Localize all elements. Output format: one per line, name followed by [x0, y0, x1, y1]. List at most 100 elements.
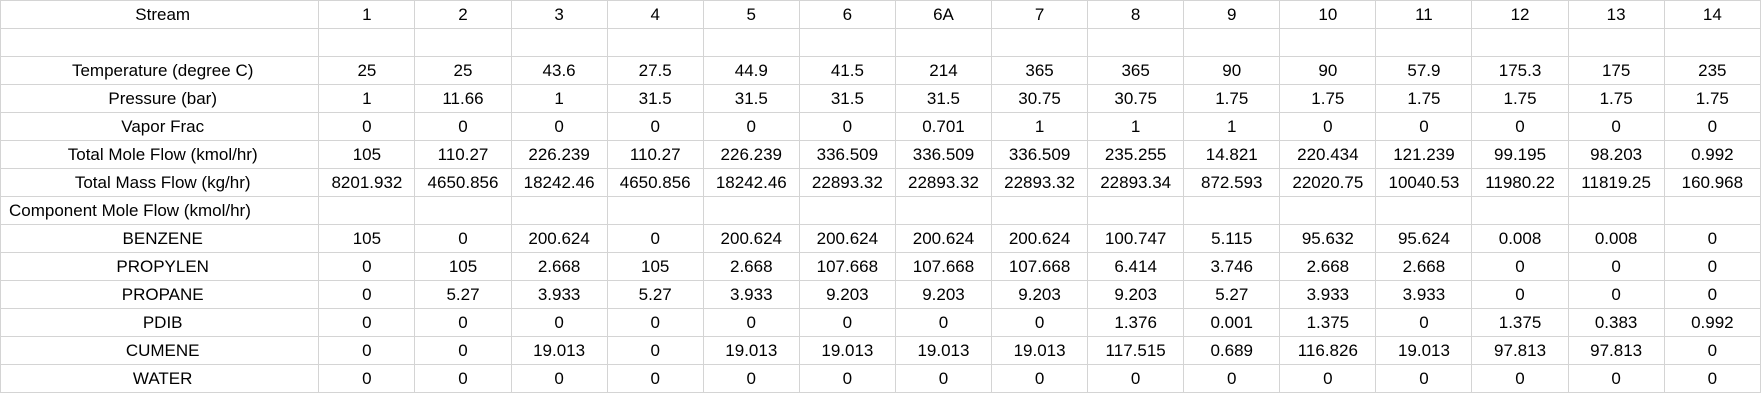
table-cell[interactable] [1471, 196, 1569, 225]
table-cell[interactable]: 13 [1567, 0, 1665, 29]
table-cell[interactable]: 22893.32 [991, 168, 1089, 197]
table-cell[interactable] [702, 28, 800, 57]
table-cell[interactable]: 97.813 [1471, 336, 1569, 365]
table-cell[interactable]: 25 [318, 56, 416, 85]
table-cell[interactable]: 5.27 [414, 280, 512, 309]
row-label-cell[interactable]: Total Mass Flow (kg/hr) [0, 168, 320, 197]
table-cell[interactable]: 105 [318, 224, 416, 253]
table-cell[interactable]: 3.933 [702, 280, 800, 309]
table-cell[interactable]: 0 [606, 364, 704, 393]
table-cell[interactable]: 90 [1183, 56, 1281, 85]
table-cell[interactable]: 200.624 [894, 224, 993, 253]
table-cell[interactable]: 19.013 [1375, 336, 1473, 365]
table-cell[interactable]: 200.624 [991, 224, 1089, 253]
table-cell[interactable]: 0 [1375, 364, 1473, 393]
table-cell[interactable]: 107.668 [798, 252, 896, 281]
table-cell[interactable]: 0 [894, 308, 993, 337]
table-cell[interactable]: 105 [414, 252, 512, 281]
table-cell[interactable] [1183, 28, 1281, 57]
table-cell[interactable]: 107.668 [894, 252, 993, 281]
table-cell[interactable]: 0 [1663, 364, 1761, 393]
table-cell[interactable]: 0 [1567, 252, 1665, 281]
table-cell[interactable]: 18242.46 [702, 168, 800, 197]
table-cell[interactable]: 22020.75 [1279, 168, 1377, 197]
table-cell[interactable]: 9.203 [894, 280, 993, 309]
row-label-cell[interactable]: BENZENE [0, 224, 320, 253]
table-cell[interactable]: 8201.932 [318, 168, 416, 197]
table-cell[interactable]: 175.3 [1471, 56, 1569, 85]
table-cell[interactable]: 30.75 [991, 84, 1089, 113]
table-cell[interactable]: 0 [1279, 112, 1377, 141]
table-cell[interactable]: 0 [1663, 336, 1761, 365]
table-cell[interactable]: 121.239 [1375, 140, 1473, 169]
table-cell[interactable]: 0 [414, 336, 512, 365]
table-cell[interactable]: 31.5 [798, 84, 896, 113]
table-cell[interactable]: 9.203 [991, 280, 1089, 309]
table-cell[interactable]: 0.992 [1663, 308, 1761, 337]
table-cell[interactable]: 11.66 [414, 84, 512, 113]
table-cell[interactable]: 22893.34 [1087, 168, 1185, 197]
table-cell[interactable]: 0 [318, 308, 416, 337]
table-cell[interactable]: 43.6 [510, 56, 608, 85]
table-cell[interactable]: 31.5 [702, 84, 800, 113]
row-label-cell[interactable]: Stream [0, 0, 320, 29]
table-cell[interactable]: 116.826 [1279, 336, 1377, 365]
table-cell[interactable]: 336.509 [798, 140, 896, 169]
table-cell[interactable]: 110.27 [414, 140, 512, 169]
table-cell[interactable]: 5.27 [1183, 280, 1281, 309]
table-cell[interactable]: 99.195 [1471, 140, 1569, 169]
table-cell[interactable]: 0.008 [1471, 224, 1569, 253]
table-cell[interactable]: 214 [894, 56, 993, 85]
table-cell[interactable]: 336.509 [894, 140, 993, 169]
table-cell[interactable]: 18242.46 [510, 168, 608, 197]
table-cell[interactable]: 7 [991, 0, 1089, 29]
table-cell[interactable]: 27.5 [606, 56, 704, 85]
table-cell[interactable]: 0 [414, 364, 512, 393]
table-cell[interactable]: 0 [318, 112, 416, 141]
table-cell[interactable]: 6.414 [1087, 252, 1185, 281]
table-cell[interactable]: 22893.32 [894, 168, 993, 197]
table-cell[interactable]: 2.668 [510, 252, 608, 281]
table-cell[interactable] [510, 28, 608, 57]
table-cell[interactable]: 200.624 [702, 224, 800, 253]
table-cell[interactable]: 1.375 [1471, 308, 1569, 337]
table-cell[interactable]: 1.375 [1279, 308, 1377, 337]
table-cell[interactable] [798, 196, 896, 225]
table-cell[interactable]: 1.376 [1087, 308, 1185, 337]
table-cell[interactable]: 6 [798, 0, 896, 29]
table-cell[interactable]: 9.203 [1087, 280, 1185, 309]
table-cell[interactable] [1567, 28, 1665, 57]
table-cell[interactable]: 0 [1567, 280, 1665, 309]
table-cell[interactable]: 1.75 [1663, 84, 1761, 113]
table-cell[interactable]: 5 [702, 0, 800, 29]
table-cell[interactable]: 11819.25 [1567, 168, 1665, 197]
row-label-cell[interactable]: Component Mole Flow (kmol/hr) [0, 196, 320, 225]
table-cell[interactable] [1183, 196, 1281, 225]
table-cell[interactable]: 1 [318, 84, 416, 113]
table-cell[interactable]: 19.013 [510, 336, 608, 365]
table-cell[interactable]: 6A [894, 0, 993, 29]
table-cell[interactable]: 19.013 [798, 336, 896, 365]
row-label-cell[interactable]: PDIB [0, 308, 320, 337]
table-cell[interactable]: 0 [1183, 364, 1281, 393]
table-cell[interactable]: 19.013 [991, 336, 1089, 365]
table-cell[interactable] [414, 28, 512, 57]
row-label-cell[interactable]: Vapor Frac [0, 112, 320, 141]
table-cell[interactable] [1663, 196, 1761, 225]
table-cell[interactable]: 365 [991, 56, 1089, 85]
table-cell[interactable]: 30.75 [1087, 84, 1185, 113]
table-cell[interactable]: 0 [318, 280, 416, 309]
table-cell[interactable] [1471, 28, 1569, 57]
table-cell[interactable]: 226.239 [702, 140, 800, 169]
table-cell[interactable] [318, 28, 416, 57]
table-cell[interactable]: 0 [1663, 112, 1761, 141]
table-cell[interactable]: 0.383 [1567, 308, 1665, 337]
table-cell[interactable]: 200.624 [510, 224, 608, 253]
table-cell[interactable]: 3.933 [1279, 280, 1377, 309]
table-cell[interactable]: 175 [1567, 56, 1665, 85]
table-cell[interactable]: 117.515 [1087, 336, 1185, 365]
table-cell[interactable]: 2 [414, 0, 512, 29]
table-cell[interactable] [894, 196, 993, 225]
table-cell[interactable]: 5.115 [1183, 224, 1281, 253]
table-cell[interactable]: 0.701 [894, 112, 993, 141]
